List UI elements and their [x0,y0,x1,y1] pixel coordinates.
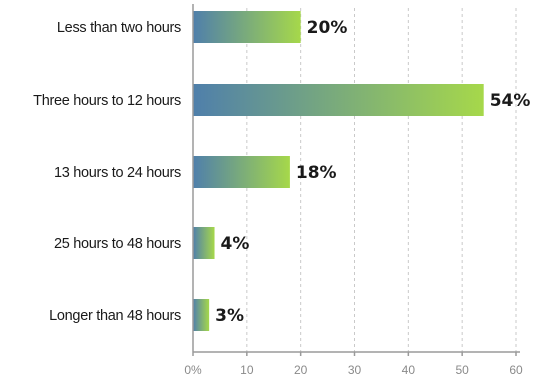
bar-3 [193,156,290,188]
category-label: Longer than 48 hours [49,308,181,324]
value-label: 54% [490,91,531,111]
labels: Less than two hours Three hours to 12 hou… [33,18,530,377]
bars [193,11,484,331]
category-label: Less than two hours [57,20,181,36]
category-label: 13 hours to 24 hours [54,165,181,181]
bar-4 [193,227,215,259]
category-label: Three hours to 12 hours [33,93,181,109]
value-label: 20% [307,18,348,38]
value-label: 4% [221,234,250,254]
x-tick-label: 50 [455,363,469,377]
bar-1 [193,11,301,43]
bar-2 [193,84,484,116]
axes [192,4,520,356]
x-tick-label: 60 [509,363,523,377]
x-tick-label: 20 [294,363,308,377]
category-label: 25 hours to 48 hours [54,236,181,252]
x-tick-label: 10 [240,363,254,377]
x-tick-label: 30 [348,363,362,377]
x-tick-label: 40 [402,363,416,377]
value-label: 3% [215,306,244,326]
bar-5 [193,299,210,331]
x-tick-label: 0% [184,363,202,377]
value-label: 18% [296,163,337,183]
